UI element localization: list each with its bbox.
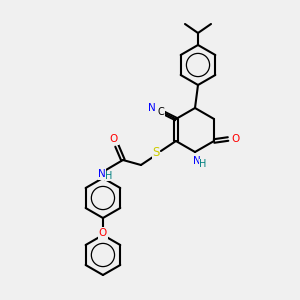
Text: N: N	[148, 103, 156, 113]
Text: O: O	[99, 228, 107, 238]
Text: O: O	[110, 134, 118, 144]
Text: N: N	[193, 156, 201, 166]
Text: C: C	[158, 107, 164, 117]
Text: H: H	[105, 171, 112, 181]
Text: S: S	[152, 146, 160, 158]
Text: O: O	[231, 134, 239, 144]
Text: H: H	[199, 159, 207, 169]
Text: N: N	[98, 169, 106, 179]
